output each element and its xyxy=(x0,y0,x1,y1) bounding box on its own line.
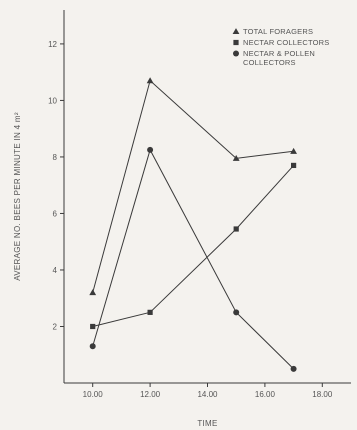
y-tick-label: 4 xyxy=(53,266,58,275)
y-axis-title: AVERAGE NO. BEES PER MINUTE IN 4 m² xyxy=(13,112,22,281)
x-tick-label: 12.00 xyxy=(140,390,161,399)
legend-label-nectar-pollen-collectors: NECTAR & POLLEN xyxy=(243,49,315,58)
data-point-nectar-collectors xyxy=(291,162,297,169)
legend-label-nectar-collectors: NECTAR COLLECTORS xyxy=(243,38,329,47)
ticks: 2 4 6 8 10 12 10.00 12.00 14.00 16.00 18.00 xyxy=(48,40,333,399)
legend-marker-nectar-collectors xyxy=(233,39,239,46)
x-tick-label: 14.00 xyxy=(197,390,218,399)
data-point-total-foragers xyxy=(89,289,97,296)
data-point-nectar-pollen-collectors xyxy=(290,365,297,372)
x-tick-label: 16.00 xyxy=(255,390,276,399)
y-tick-label: 10 xyxy=(48,96,57,105)
axes xyxy=(63,10,351,384)
data-point-nectar-pollen-collectors xyxy=(89,343,96,350)
data-point-total-foragers xyxy=(146,77,154,84)
x-tick-label: 10.00 xyxy=(83,390,104,399)
y-tick-label: 8 xyxy=(53,153,58,162)
data-point-total-foragers xyxy=(290,147,297,154)
data-point-total-foragers xyxy=(232,154,240,161)
series-line-nectar-collectors xyxy=(92,165,294,327)
series-group xyxy=(89,77,297,372)
data-point-nectar-collectors xyxy=(233,226,239,232)
y-tick-label: 6 xyxy=(53,209,58,218)
legend-marker-total-foragers xyxy=(232,28,240,35)
x-axis-title: TIME xyxy=(197,419,217,428)
y-tick-label: 2 xyxy=(53,322,58,331)
series-line-nectar-pollen-collectors xyxy=(92,148,294,370)
legend-label-total-foragers: TOTAL FORAGERS xyxy=(243,27,313,36)
series-line-total-foragers xyxy=(92,79,294,293)
data-point-nectar-collectors xyxy=(147,309,153,315)
legend-marker-nectar-pollen-collectors xyxy=(233,50,239,57)
y-tick-label: 12 xyxy=(48,40,57,49)
x-tick-label: 18.00 xyxy=(312,390,333,399)
data-point-nectar-pollen-collectors xyxy=(147,146,154,153)
legend-label-nectar-pollen-collectors: COLLECTORS xyxy=(243,58,296,67)
data-point-nectar-pollen-collectors xyxy=(233,309,240,316)
legend: TOTAL FORAGERS NECTAR COLLECTORS NECTAR & … xyxy=(232,27,329,67)
data-point-nectar-collectors xyxy=(90,323,96,330)
